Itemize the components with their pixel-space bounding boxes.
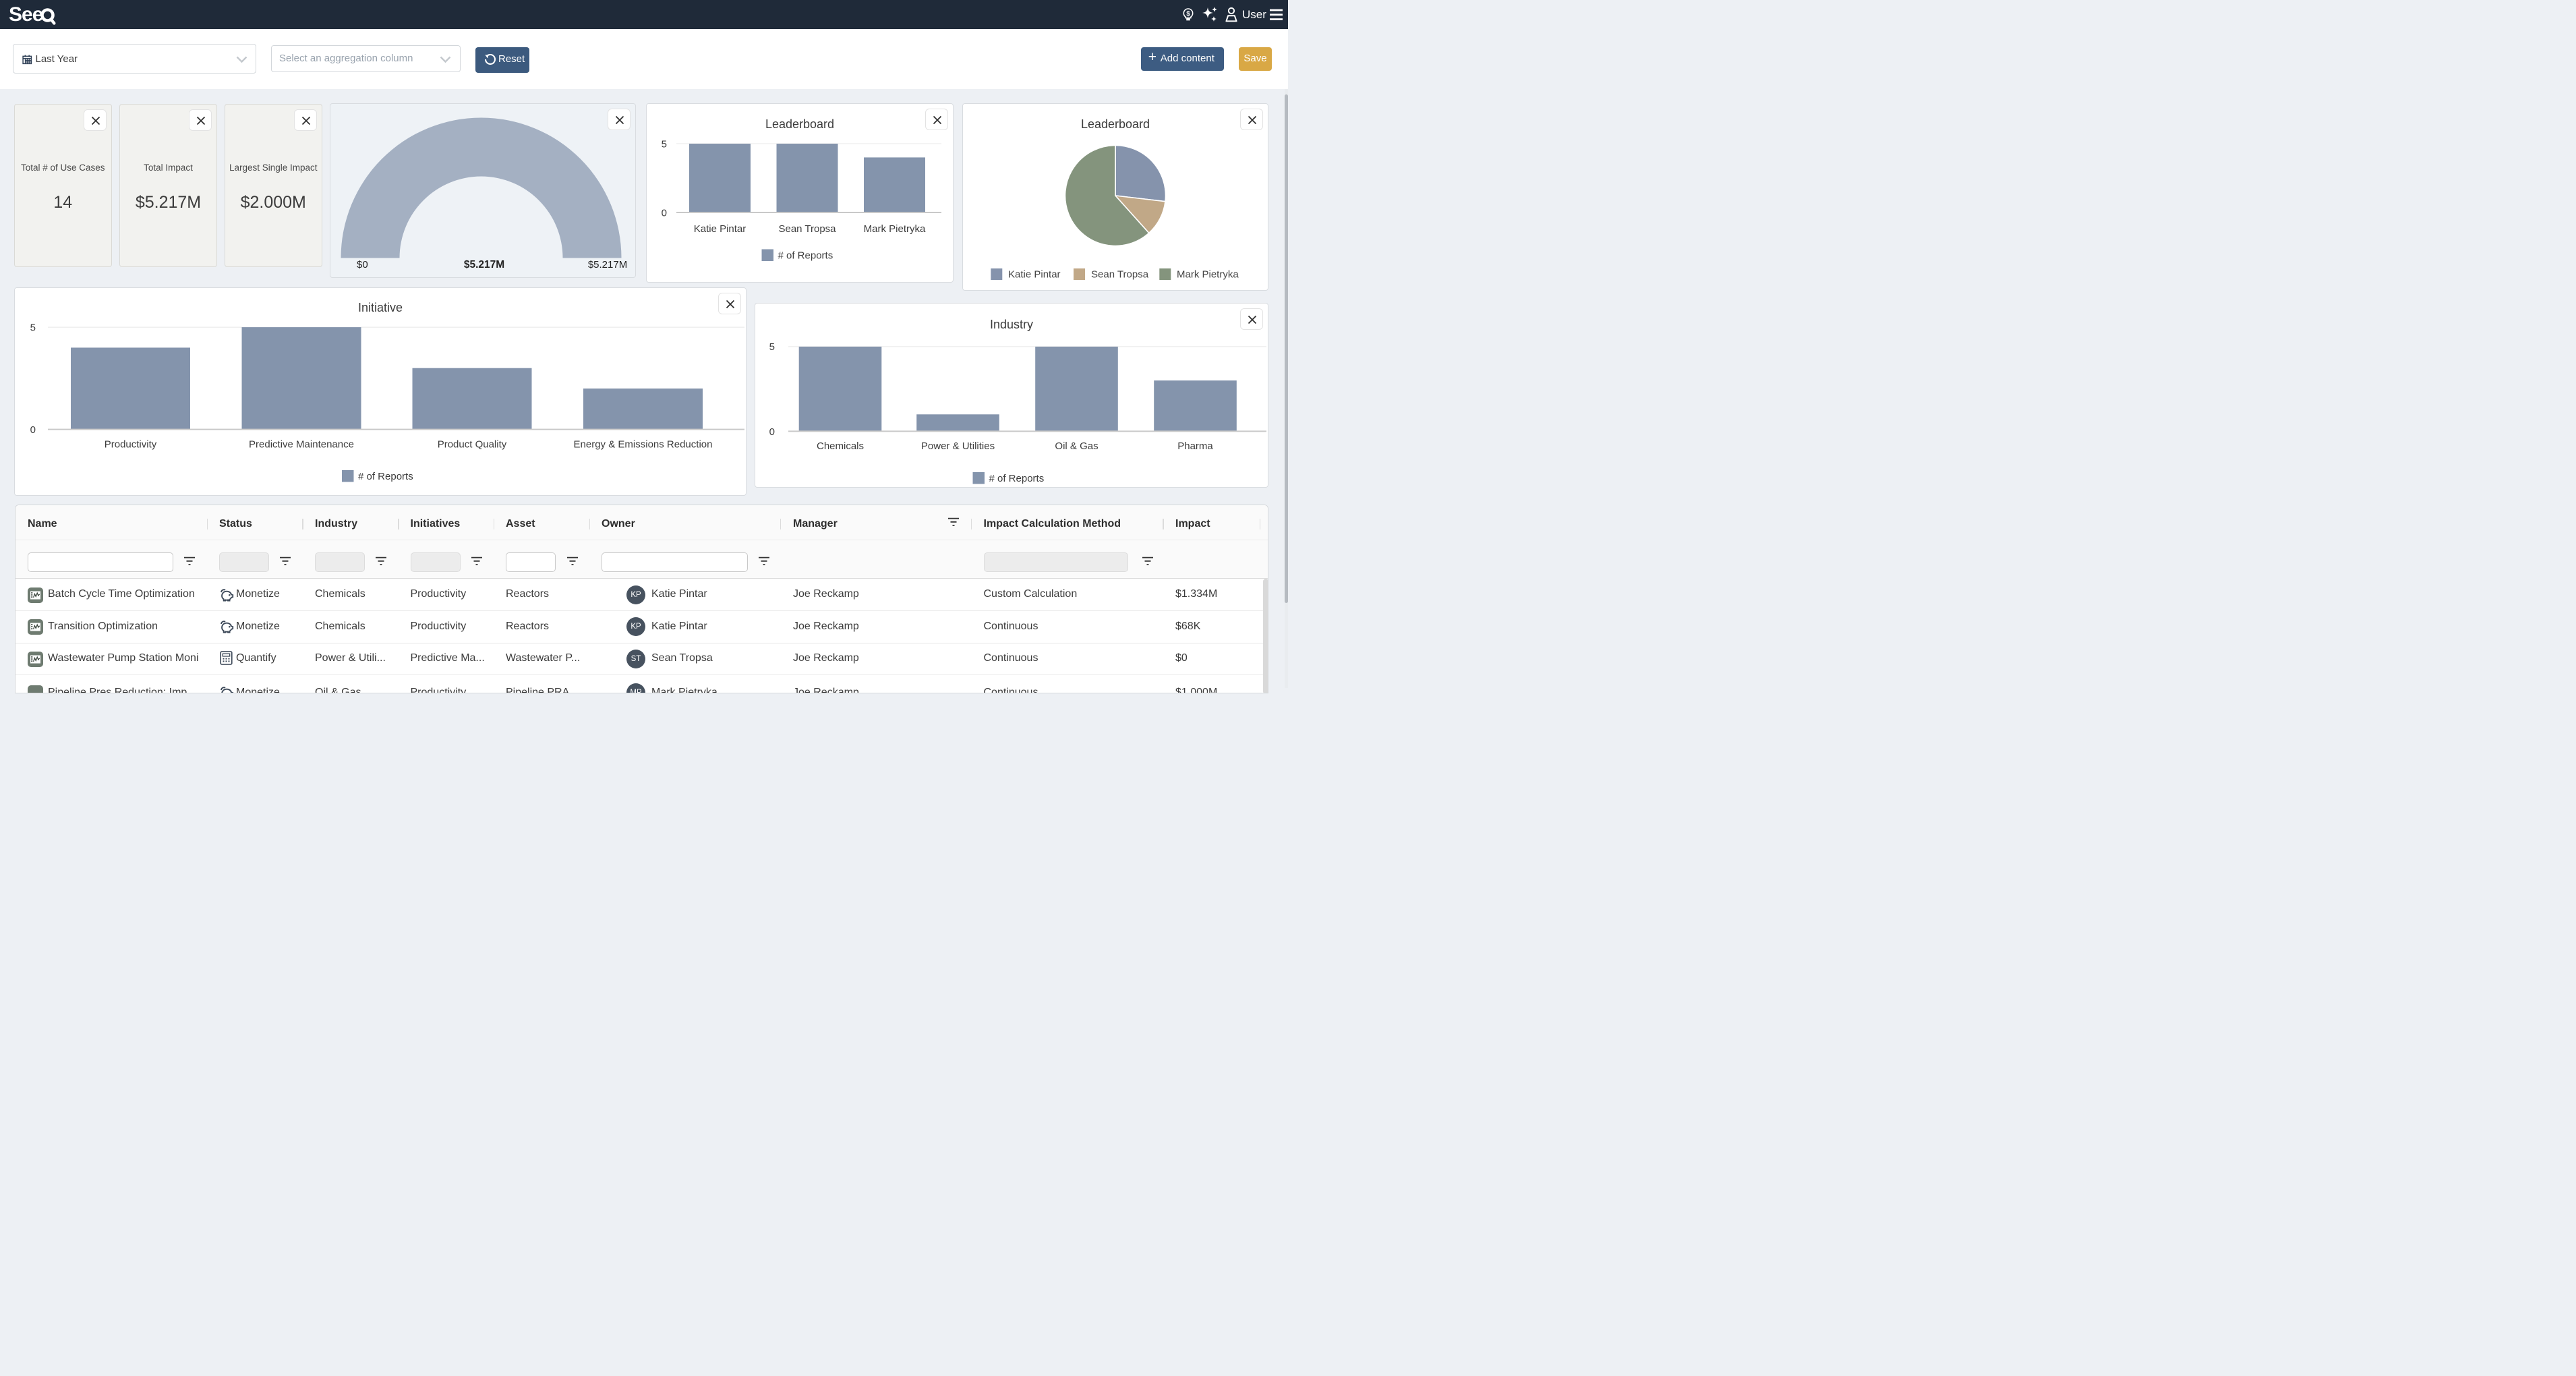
svg-text:Productivity: Productivity — [104, 439, 156, 451]
svg-text:5: 5 — [769, 341, 774, 352]
svg-text:Leaderboard: Leaderboard — [765, 117, 833, 131]
svg-text:$: $ — [1186, 10, 1190, 18]
svg-text:Katie Pintar: Katie Pintar — [693, 223, 746, 235]
svg-text:Sean Tropsa: Sean Tropsa — [778, 223, 836, 235]
svg-text:$5.217M: $5.217M — [464, 259, 504, 270]
svg-text:Mark Pietryka: Mark Pietryka — [863, 223, 925, 235]
svg-text:Industry: Industry — [989, 318, 1032, 331]
svg-text:5: 5 — [661, 139, 666, 150]
svg-text:# of Reports: # of Reports — [358, 471, 413, 482]
svg-text:0: 0 — [661, 208, 666, 219]
svg-text:Leaderboard: Leaderboard — [1080, 117, 1149, 131]
svg-text:Predictive Maintenance: Predictive Maintenance — [249, 439, 354, 451]
svg-text:Initiative: Initiative — [357, 301, 402, 314]
svg-text:See: See — [9, 3, 43, 26]
svg-text:Sean Tropsa: Sean Tropsa — [1091, 268, 1149, 280]
svg-text:0: 0 — [769, 426, 774, 437]
svg-text:0: 0 — [30, 424, 35, 436]
svg-text:# of Reports: # of Reports — [989, 473, 1044, 484]
svg-text:Oil & Gas: Oil & Gas — [1055, 440, 1098, 452]
svg-text:Pharma: Pharma — [1177, 440, 1213, 452]
svg-text:Energy & Emissions Reduction: Energy & Emissions Reduction — [573, 439, 712, 451]
svg-text:$5.217M: $5.217M — [588, 259, 627, 270]
svg-text:5: 5 — [30, 322, 35, 334]
svg-text:Katie Pintar: Katie Pintar — [1008, 268, 1061, 280]
svg-text:Product Quality: Product Quality — [437, 439, 506, 451]
svg-text:Mark Pietryka: Mark Pietryka — [1177, 268, 1239, 280]
svg-text:Power & Utilities: Power & Utilities — [920, 440, 994, 452]
svg-text:$0: $0 — [357, 259, 368, 270]
svg-text:Chemicals: Chemicals — [816, 440, 863, 452]
svg-text:# of Reports: # of Reports — [778, 250, 833, 262]
